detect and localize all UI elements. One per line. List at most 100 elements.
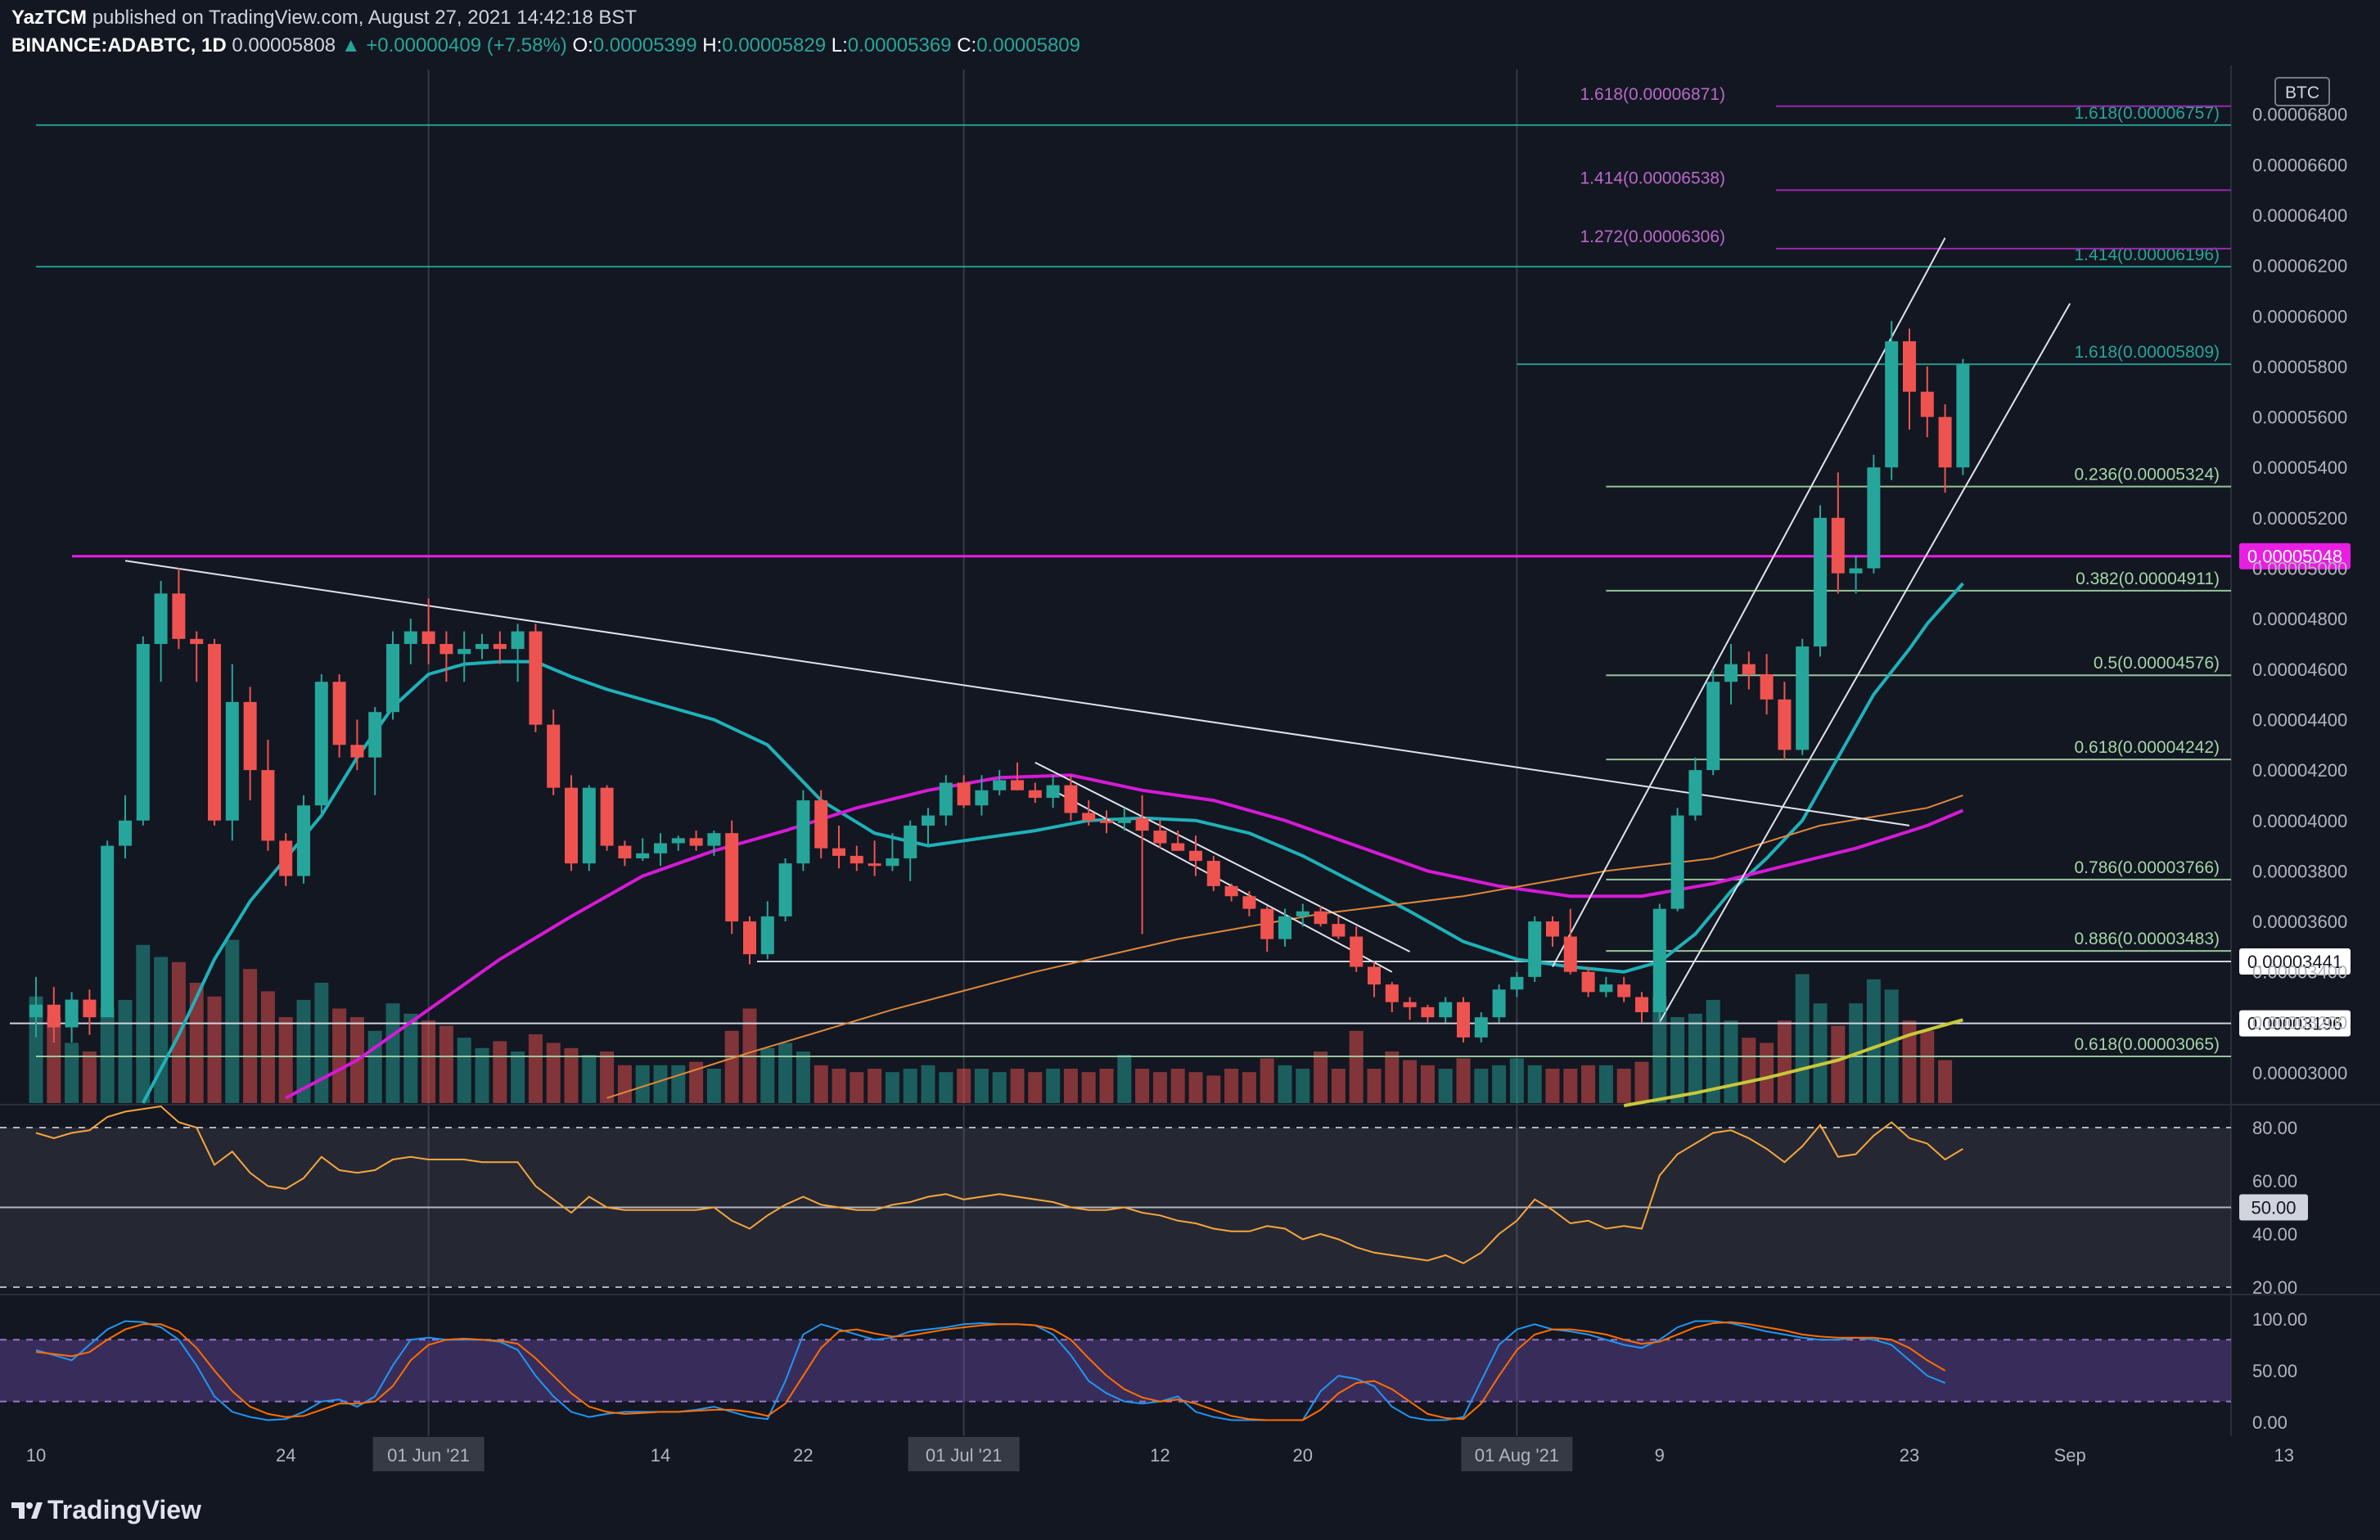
moving-average-magenta: [285, 773, 1964, 1100]
candle-body: [1242, 896, 1256, 909]
stoch-level-label: 100.00: [2252, 1309, 2307, 1330]
low-label: L:: [831, 34, 848, 56]
candle-body: [529, 631, 543, 725]
candle-body: [439, 643, 453, 655]
candle-body: [511, 631, 525, 650]
symbol-label[interactable]: BINANCE:ADABTC, 1D: [11, 34, 227, 56]
symbol-info: BINANCE:ADABTC, 1D 0.00005808 ▲ +0.00000…: [11, 34, 1080, 57]
candle-body: [1117, 817, 1131, 823]
volume-bar: [189, 983, 204, 1103]
volume-bar: [1902, 1020, 1917, 1103]
candle-body: [154, 593, 168, 644]
volume-bar: [207, 996, 222, 1103]
price-tick-label: 0.00004400: [2252, 709, 2347, 730]
time-tick-label: 10: [26, 1445, 46, 1466]
volume-bar: [1081, 1072, 1096, 1103]
candle-body: [1956, 363, 1970, 468]
time-tick-label: Sep: [2054, 1445, 2086, 1466]
candle-body: [547, 724, 561, 788]
time-tick-label: 01 Jul '21: [926, 1445, 1003, 1466]
fib-level-label: 0.382(0.00004911): [2076, 570, 2220, 588]
volume-bar: [992, 1072, 1007, 1103]
tradingview-logo-icon: [11, 1502, 43, 1519]
volume-bar: [421, 1020, 436, 1103]
candle-body: [403, 631, 417, 644]
candle-body: [654, 843, 667, 853]
candle-body: [172, 593, 186, 639]
candle-body: [975, 790, 989, 806]
candle-body: [208, 643, 221, 821]
trendline: [1658, 303, 2071, 1023]
volume-bar: [1403, 1060, 1418, 1103]
volume-bar: [1385, 1051, 1400, 1103]
candle-body: [1260, 908, 1274, 939]
candle-body: [957, 782, 971, 806]
price-chart[interactable]: 1.618(0.00006757) 1.414(0.00006196) 1.618(…: [0, 65, 2380, 1485]
candle-body: [1742, 664, 1756, 674]
rsi-level-label: 20.00: [2252, 1277, 2297, 1298]
rsi-level-label: 50.00: [2251, 1198, 2296, 1218]
volume-bar: [1438, 1069, 1453, 1103]
candle-body: [386, 643, 399, 713]
candle-body: [1474, 1017, 1488, 1038]
volume-bar: [1010, 1069, 1025, 1103]
price-tick-label: 0.00003200: [2252, 1012, 2347, 1033]
volume-bar: [1742, 1038, 1756, 1103]
volume-bar: [1170, 1069, 1185, 1103]
fib-level-label: 0.618(0.00003065): [2075, 1035, 2220, 1054]
volume-bar: [1795, 974, 1810, 1103]
candle-body: [743, 921, 756, 955]
candle-body: [493, 643, 507, 650]
candle-body: [1385, 984, 1399, 1002]
volume-bar: [154, 957, 169, 1103]
candle-body: [1350, 936, 1364, 967]
volume-bar: [243, 969, 258, 1103]
candle-body: [1546, 921, 1559, 937]
volume-bar: [635, 1065, 650, 1103]
candle-body: [1920, 391, 1934, 417]
rsi-level-box: [2239, 1194, 2308, 1221]
candle-body: [1224, 885, 1238, 897]
volume-bar: [760, 1047, 775, 1103]
candle-body: [1670, 815, 1684, 909]
candle-body: [832, 848, 845, 856]
price-axis: 0.00006800 0.00006600 0.00006400 0.00006200…: [2252, 105, 2347, 1083]
trendline: [1552, 237, 1946, 968]
candle-body: [1332, 924, 1346, 937]
candle-body: [1724, 664, 1738, 682]
trendline: [1034, 761, 1411, 952]
candle-body: [1581, 971, 1595, 993]
candle-body: [814, 800, 828, 849]
volume-bar: [1688, 1013, 1702, 1103]
volume-bar: [1813, 1003, 1828, 1103]
candle-body: [582, 787, 596, 864]
volume-bar: [1046, 1069, 1061, 1103]
volume-bar: [1135, 1069, 1150, 1103]
volume-bar: [1331, 1069, 1346, 1103]
volume-bar: [278, 1017, 293, 1103]
publisher-name[interactable]: YazTCM: [11, 7, 88, 29]
time-tick-label: 24: [276, 1445, 295, 1466]
time-tick-box: [1461, 1437, 1573, 1471]
time-tick-label: 01 Jun '21: [387, 1445, 470, 1466]
tradingview-logo[interactable]: TradingView: [11, 1495, 201, 1525]
volume-bar: [814, 1065, 828, 1103]
price-tick-label: 0.00005800: [2252, 357, 2347, 377]
candle-body: [1760, 673, 1774, 700]
candle-body: [279, 840, 293, 876]
fib-extension-label: 1.414(0.00006538): [1580, 169, 1726, 187]
volume-bar: [1474, 1069, 1489, 1103]
volume-bar: [617, 1065, 632, 1103]
candle-body: [332, 682, 346, 745]
high-value: 0.00005829: [722, 34, 827, 56]
candle-body: [671, 838, 685, 844]
volume-bar: [903, 1069, 917, 1103]
price-tag-label: 0.00003196: [2247, 1014, 2342, 1034]
candle-body: [1814, 517, 1827, 647]
candle-body: [922, 815, 935, 826]
candle-body: [29, 1004, 43, 1018]
time-tick-label: 13: [2274, 1445, 2294, 1466]
volume-bar: [314, 983, 329, 1103]
candle-body: [1064, 785, 1078, 813]
candle-body: [1171, 843, 1185, 851]
